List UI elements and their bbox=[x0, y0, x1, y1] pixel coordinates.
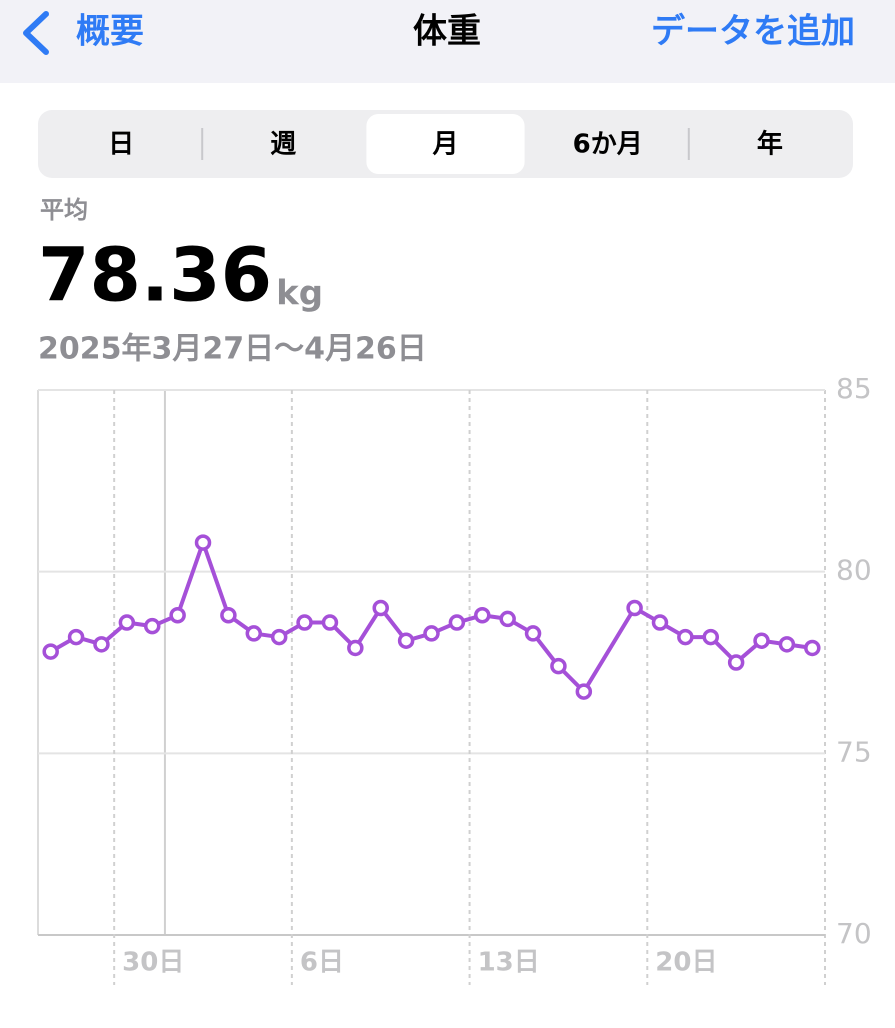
segment[interactable]: 6か月 bbox=[573, 130, 643, 160]
line-segment bbox=[175, 540, 206, 618]
nav-bar bbox=[0, 0, 895, 83]
segment[interactable]: 月 bbox=[431, 130, 458, 160]
back-button[interactable]: 概要 bbox=[76, 12, 144, 52]
segment[interactable]: 日 bbox=[108, 130, 134, 160]
data-point bbox=[67, 628, 85, 646]
segment-selected bbox=[366, 114, 525, 174]
data-point bbox=[677, 628, 694, 646]
data-point bbox=[194, 534, 212, 551]
data-point bbox=[626, 599, 643, 617]
data-point bbox=[397, 632, 415, 649]
back-chevron[interactable] bbox=[23, 11, 49, 55]
data-point bbox=[42, 643, 59, 660]
data-point bbox=[702, 628, 720, 646]
data-point bbox=[575, 683, 593, 700]
data-point bbox=[93, 636, 110, 653]
y-tick-label: 85 bbox=[836, 372, 872, 405]
data-point bbox=[474, 607, 491, 624]
data-point bbox=[499, 610, 516, 628]
avg-value: 78.36 bbox=[38, 233, 272, 319]
data-point bbox=[448, 614, 466, 631]
line-segment bbox=[581, 606, 637, 694]
segment[interactable]: 週 bbox=[270, 130, 296, 160]
data-point bbox=[143, 617, 161, 635]
x-tick-label: 20日 bbox=[655, 948, 717, 978]
data-point bbox=[372, 599, 389, 617]
data-point bbox=[651, 614, 669, 631]
y-tick-label: 75 bbox=[836, 735, 872, 768]
data-point bbox=[778, 636, 796, 653]
date-range: 2025年3月27日〜4月26日 bbox=[38, 332, 427, 367]
data-point bbox=[270, 628, 288, 646]
data-point bbox=[169, 607, 186, 624]
line-segment bbox=[201, 540, 231, 618]
data-point bbox=[804, 639, 821, 657]
chart: 70 75 80 85 30日 6日 13日 20日 bbox=[37, 372, 872, 985]
x-tick-label: 13日 bbox=[478, 948, 540, 978]
data-point bbox=[220, 607, 237, 624]
y-tick-label: 70 bbox=[836, 917, 872, 950]
data-point bbox=[550, 657, 567, 675]
data-point bbox=[727, 654, 745, 671]
segment[interactable]: 年 bbox=[757, 129, 783, 160]
data-point bbox=[347, 639, 364, 657]
y-tick-label: 80 bbox=[836, 554, 872, 587]
x-tick-label: 30日 bbox=[122, 948, 184, 978]
data-point bbox=[245, 625, 263, 642]
data-point bbox=[321, 614, 339, 631]
data-point bbox=[524, 625, 542, 642]
data-point bbox=[296, 614, 313, 631]
avg-label: 平均 bbox=[40, 196, 88, 224]
x-tick-label: 6日 bbox=[300, 948, 344, 978]
nav-title: 体重 bbox=[413, 12, 481, 52]
data-point bbox=[753, 632, 770, 649]
data-point bbox=[423, 625, 440, 642]
avg-unit: kg bbox=[276, 274, 323, 314]
add-data-button[interactable]: データを追加 bbox=[651, 12, 855, 52]
data-point bbox=[118, 614, 136, 631]
